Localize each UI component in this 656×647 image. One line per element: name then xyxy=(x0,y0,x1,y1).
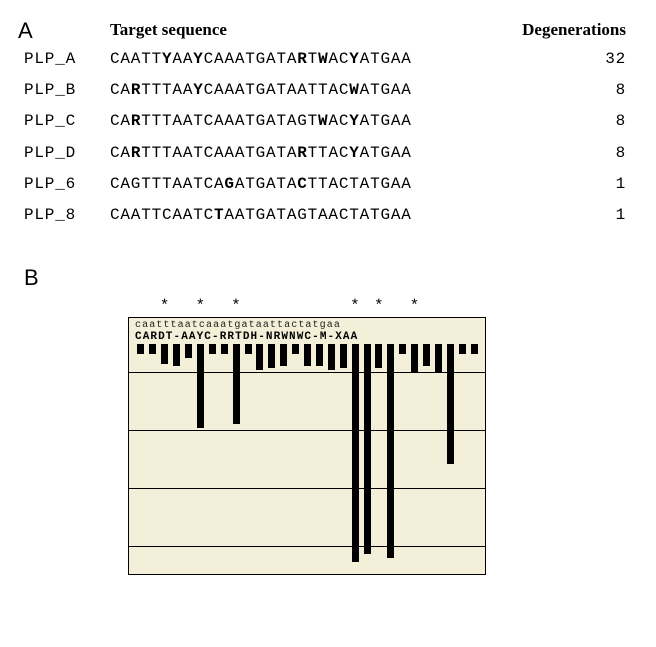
degeneration-value: 1 xyxy=(512,200,632,231)
header-target: Target sequence xyxy=(110,20,512,40)
degeneration-value: 8 xyxy=(512,138,632,169)
chart-bar xyxy=(340,344,347,368)
chart-bar xyxy=(316,344,323,366)
chart-bar xyxy=(435,344,442,372)
sequence-name: PLP_6 xyxy=(24,169,110,200)
sequence-row: PLP_6CAGTTTAATCAGATGATACTTACTATGAA1 xyxy=(24,169,632,200)
chart-bar xyxy=(387,344,394,558)
chart-bar xyxy=(423,344,430,366)
chart-gridline xyxy=(129,488,485,489)
sequence-name: PLP_B xyxy=(24,75,110,106)
star-marker: * xyxy=(231,297,241,315)
sequence-name: PLP_D xyxy=(24,138,110,169)
panel-b-content: * * * * * * caatttaatcaaatgataattactatgaa CAR… xyxy=(128,297,632,575)
chart-bar xyxy=(471,344,478,354)
sequence-string: CARTTTAATCAAATGATAGTWACYATGAA xyxy=(110,106,512,137)
sequence-row: PLP_BCARTTTAAYCAAATGATAATTACWATGAA8 xyxy=(24,75,632,106)
chart-bar xyxy=(185,344,192,358)
chart-bar xyxy=(221,344,228,354)
chart-bar xyxy=(245,344,252,354)
chart-bar xyxy=(137,344,144,354)
chart-bar xyxy=(197,344,204,428)
degeneration-value: 32 xyxy=(512,44,632,75)
sequence-string: CAGTTTAATCAGATGATACTTACTATGAA xyxy=(110,169,512,200)
chart-bar xyxy=(304,344,311,366)
panel-b: B * * * * * * caatttaatcaaatgataattactatgaa C… xyxy=(24,265,632,575)
chart-consensus-line: CARDT-AAYC-RRTDH-NRWNWC-M-XAA xyxy=(135,331,479,343)
chart-bar xyxy=(399,344,406,354)
chart-bar xyxy=(364,344,371,554)
panel-a-header: Target sequence Degenerations xyxy=(24,20,632,40)
chart-bar xyxy=(459,344,466,354)
chart-bar xyxy=(328,344,335,370)
degeneration-value: 8 xyxy=(512,75,632,106)
star-marker: * xyxy=(160,297,170,315)
chart-bar xyxy=(149,344,156,354)
chart-gridline xyxy=(129,430,485,431)
sequence-name: PLP_A xyxy=(24,44,110,75)
sequence-string: CARTTTAAYCAAATGATAATTACWATGAA xyxy=(110,75,512,106)
chart-bar xyxy=(411,344,418,372)
sequence-row: PLP_CCARTTTAATCAAATGATAGTWACYATGAA8 xyxy=(24,106,632,137)
sequence-row: PLP_ACAATTYAAYCAAATGATARTWACYATGAA32 xyxy=(24,44,632,75)
chart-bar xyxy=(352,344,359,562)
chart-bar xyxy=(268,344,275,368)
chart-bar xyxy=(280,344,287,366)
chart-bar xyxy=(209,344,216,354)
sequence-row: PLP_DCARTTTAATCAAATGATARTTACYATGAA8 xyxy=(24,138,632,169)
chart-bar xyxy=(292,344,299,354)
chart-bar xyxy=(233,344,240,424)
sequence-row: PLP_8CAATTCAATCTAATGATAGTAACTATGAA1 xyxy=(24,200,632,231)
chart-bar xyxy=(447,344,454,464)
sequence-name: PLP_C xyxy=(24,106,110,137)
panel-a: A Target sequence Degenerations PLP_ACAA… xyxy=(24,20,632,231)
chart-gridline xyxy=(129,546,485,547)
star-marker: * xyxy=(410,297,420,315)
panel-a-label: A xyxy=(18,18,33,44)
sequence-string: CAATTYAAYCAAATGATARTWACYATGAA xyxy=(110,44,512,75)
star-marker: * xyxy=(374,297,384,315)
sequence-string: CAATTCAATCTAATGATAGTAACTATGAA xyxy=(110,200,512,231)
chart-bar xyxy=(173,344,180,366)
panel-b-label: B xyxy=(24,265,632,291)
panel-a-rows: PLP_ACAATTYAAYCAAATGATARTWACYATGAA32PLP_… xyxy=(24,44,632,231)
star-marker: * xyxy=(195,297,205,315)
chart-bar xyxy=(375,344,382,368)
star-marker: * xyxy=(350,297,360,315)
sequence-string: CARTTTAATCAAATGATARTTACYATGAA xyxy=(110,138,512,169)
stars-row: * * * * * * xyxy=(128,297,484,317)
degeneration-value: 1 xyxy=(512,169,632,200)
chart-bar xyxy=(161,344,168,364)
header-degen: Degenerations xyxy=(512,20,632,40)
degeneration-value: 8 xyxy=(512,106,632,137)
sequence-name: PLP_8 xyxy=(24,200,110,231)
chart-bar xyxy=(256,344,263,370)
variability-chart: caatttaatcaaatgataattactatgaa CARDT-AAYC… xyxy=(128,317,486,575)
chart-gridline xyxy=(129,372,485,373)
chart-top-sequence: caatttaatcaaatgataattactatgaa xyxy=(135,320,479,331)
